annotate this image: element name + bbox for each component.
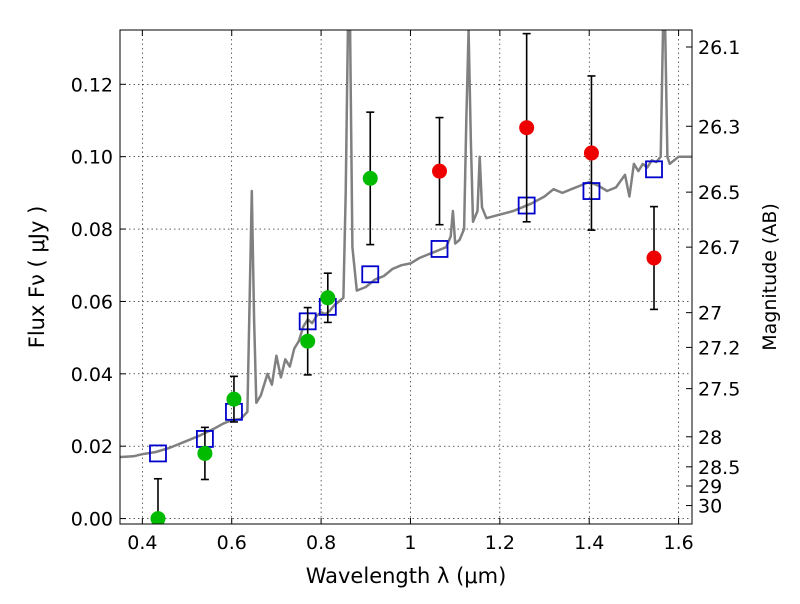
photometry-point (362, 170, 378, 186)
photometry-point (583, 145, 599, 161)
mag-tick-label: 30 (698, 496, 722, 518)
mag-tick-label: 27.5 (698, 379, 740, 401)
photometry-point (432, 163, 448, 179)
photometry-point (300, 333, 316, 349)
model-photometry-marker (430, 240, 449, 258)
y-tick-label: 0.00 (71, 509, 113, 531)
x-tick-label: 1.2 (485, 532, 515, 554)
plot-background (120, 30, 692, 524)
model-photometry-marker (361, 265, 380, 284)
y-tick-label: 0.12 (71, 74, 113, 96)
y-tick-label: 0.02 (71, 436, 113, 458)
mag-tick-label: 26.5 (698, 182, 740, 204)
x-tick-label: 0.4 (127, 532, 157, 554)
model-photometry-marker (645, 160, 663, 179)
y-tick-label: 0.06 (71, 291, 113, 313)
axis-ticks: 0.4 0.6 0.8 1 1.2 1.4 1.6 0.00 0.02 0.04 0.06 0.08 0… (71, 30, 740, 554)
photometry-point (226, 391, 242, 407)
x-tick-label: 0.8 (306, 532, 336, 554)
x-tick-label: 1.6 (663, 532, 693, 554)
photometry-point (150, 511, 166, 524)
mag-tick-label: 26.1 (698, 37, 740, 59)
x-tick-label: 0.6 (217, 532, 247, 554)
grid (120, 30, 692, 524)
model-photometry-marker (149, 444, 167, 463)
mag-tick-label: 27.2 (698, 337, 740, 359)
y-tick-label: 0.04 (71, 364, 113, 386)
mag-tick-label: 28.5 (698, 457, 740, 479)
photometry-point (519, 120, 535, 136)
x-tick-label: 1 (404, 532, 416, 554)
mag-tick-label: 28 (698, 427, 722, 449)
photometry-point (197, 445, 213, 461)
y-tick-label: 0.10 (71, 147, 113, 169)
mag-tick-label: 29 (698, 476, 722, 498)
x-axis-label: Wavelength λ (μm) (306, 564, 507, 588)
photometry-point (320, 290, 336, 306)
model-spectrum-line (120, 30, 692, 459)
plot-frame (119, 29, 693, 525)
y-axis-label: Flux Fν ( μJy ) (25, 206, 49, 349)
plot-area (120, 30, 692, 524)
photometry-point (646, 250, 662, 266)
y-tick-label: 0.08 (71, 219, 113, 241)
y2-axis-label: Magnitude (AB) (759, 203, 781, 351)
mag-tick-label: 26.3 (698, 116, 740, 138)
mag-tick-label: 27 (698, 303, 722, 325)
mag-tick-label: 26.7 (698, 237, 740, 259)
x-tick-label: 1.4 (574, 532, 604, 554)
